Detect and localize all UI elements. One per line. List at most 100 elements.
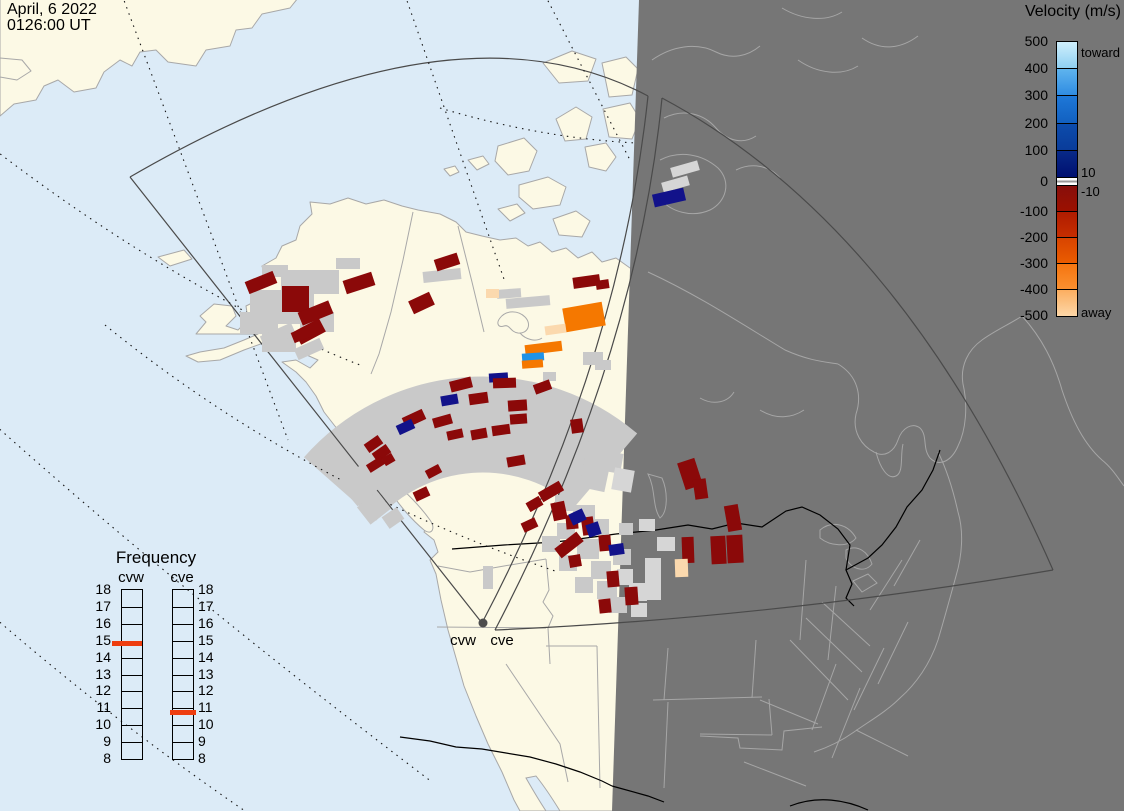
colorbar-segment [1057, 123, 1077, 151]
velocity-cell [365, 456, 386, 473]
velocity-cell [297, 300, 334, 326]
velocity-cell [506, 454, 526, 468]
ladder-rung [173, 708, 193, 710]
ladder-rung [122, 674, 142, 676]
velocity-cell [293, 337, 325, 361]
frequency-ladder-cve [172, 589, 194, 760]
ladder-rung [173, 657, 193, 659]
frequency-ladder-cvw [121, 589, 143, 760]
frequency-tick-label: 17 [198, 597, 214, 614]
velocity-cell [577, 539, 599, 559]
arctic-island [555, 106, 593, 142]
velocity-cell [356, 491, 392, 525]
velocity-cell [244, 270, 278, 295]
ladder-rung [173, 742, 193, 744]
time-label: 0126:00 UT [7, 17, 91, 34]
colorbar-segment [1057, 211, 1077, 238]
ladder-rung [122, 725, 142, 727]
cve-column-label: cve [170, 569, 194, 586]
velocity-cell [575, 577, 593, 593]
lower-threshold-label: -10 [1081, 184, 1100, 199]
frequency-marker-cve [170, 709, 196, 715]
colorbar-segment [1057, 185, 1077, 212]
arctic-island [467, 155, 490, 171]
us-canada-border-lakes [615, 506, 851, 571]
velocity-cell [282, 286, 309, 312]
arctic-island [497, 203, 526, 222]
siberia-islet [0, 57, 32, 81]
cvw-fov-left-edge [129, 176, 483, 624]
frequency-tick-label: 14 [198, 648, 214, 665]
velocity-cell [568, 508, 587, 526]
ladder-rung [173, 674, 193, 676]
arctic-island [584, 142, 617, 172]
velocity-cell [422, 268, 462, 283]
frequency-tick-label: 13 [95, 665, 111, 682]
velocity-cell [674, 558, 689, 578]
us-mexico-border [399, 736, 613, 787]
frequency-tick-label: 10 [95, 716, 111, 733]
velocity-cell [259, 322, 297, 349]
frequency-tick-label: 11 [96, 699, 111, 716]
velocity-cell [726, 534, 744, 564]
frequency-tick-label: 18 [198, 581, 214, 597]
ladder-rung [122, 708, 142, 710]
frequency-marker-cvw [112, 640, 142, 646]
velocity-tick-label: -300 [1019, 255, 1048, 271]
velocity-cell [639, 519, 655, 531]
velocity-cell [692, 478, 709, 500]
great-lakes-border [845, 449, 941, 607]
velocity-cell [554, 531, 584, 559]
zero-velocity-band [1057, 177, 1077, 186]
velocity-cell [491, 423, 511, 437]
velocity-cell [598, 598, 612, 614]
velocity-cell [520, 517, 539, 533]
velocity-tick-label: -400 [1019, 281, 1048, 297]
velocity-cell [657, 537, 675, 551]
velocity-cell [381, 507, 405, 529]
siberia-landmass [0, 0, 298, 117]
away-label: away [1081, 305, 1112, 320]
velocity-cell [723, 503, 743, 533]
colorbar-segment [1057, 150, 1077, 178]
velocity-tick-label: -200 [1019, 229, 1048, 245]
velocity-cell [710, 535, 727, 565]
night-outlines [647, 7, 1124, 789]
ladder-rung [122, 691, 142, 693]
frequency-tick-label: 8 [103, 750, 111, 766]
velocity-cell [336, 258, 360, 269]
gulf-coast [789, 799, 869, 811]
velocity-cell [483, 566, 493, 589]
site-label-cvw: cvw [450, 632, 476, 649]
frequency-tick-label: 8 [198, 750, 206, 766]
frequency-tick-label: 16 [95, 614, 111, 631]
us-mexico-border-night [611, 785, 665, 803]
ladder-rung [173, 725, 193, 727]
velocity-cell [631, 603, 647, 617]
frequency-tick-label: 15 [95, 631, 111, 648]
velocity-cell [446, 428, 464, 441]
velocity-cell [609, 597, 627, 613]
ladder-rung [122, 742, 142, 744]
ladder-rung [173, 640, 193, 642]
velocity-cell [570, 418, 584, 434]
velocity-cell [448, 376, 474, 393]
velocity-cell [496, 288, 522, 299]
velocity-cell [595, 279, 610, 290]
velocity-cell [507, 399, 528, 412]
velocity-cell [433, 252, 461, 272]
velocity-cell [492, 377, 517, 389]
velocity-cell [619, 523, 633, 535]
velocity-cell [505, 295, 551, 309]
velocity-cell [363, 435, 384, 453]
arctic-island [601, 56, 639, 98]
velocity-tick-label: 400 [1024, 60, 1048, 77]
frequency-tick-label: 16 [198, 614, 214, 631]
arctic-island [518, 176, 567, 210]
velocity-cell [670, 160, 700, 178]
velocity-cell [543, 372, 556, 381]
gulf-of-california [525, 775, 561, 811]
velocity-legend-title: Velocity (m/s) [1024, 3, 1121, 20]
velocity-cell [424, 464, 443, 479]
night-borders-black [611, 449, 941, 811]
